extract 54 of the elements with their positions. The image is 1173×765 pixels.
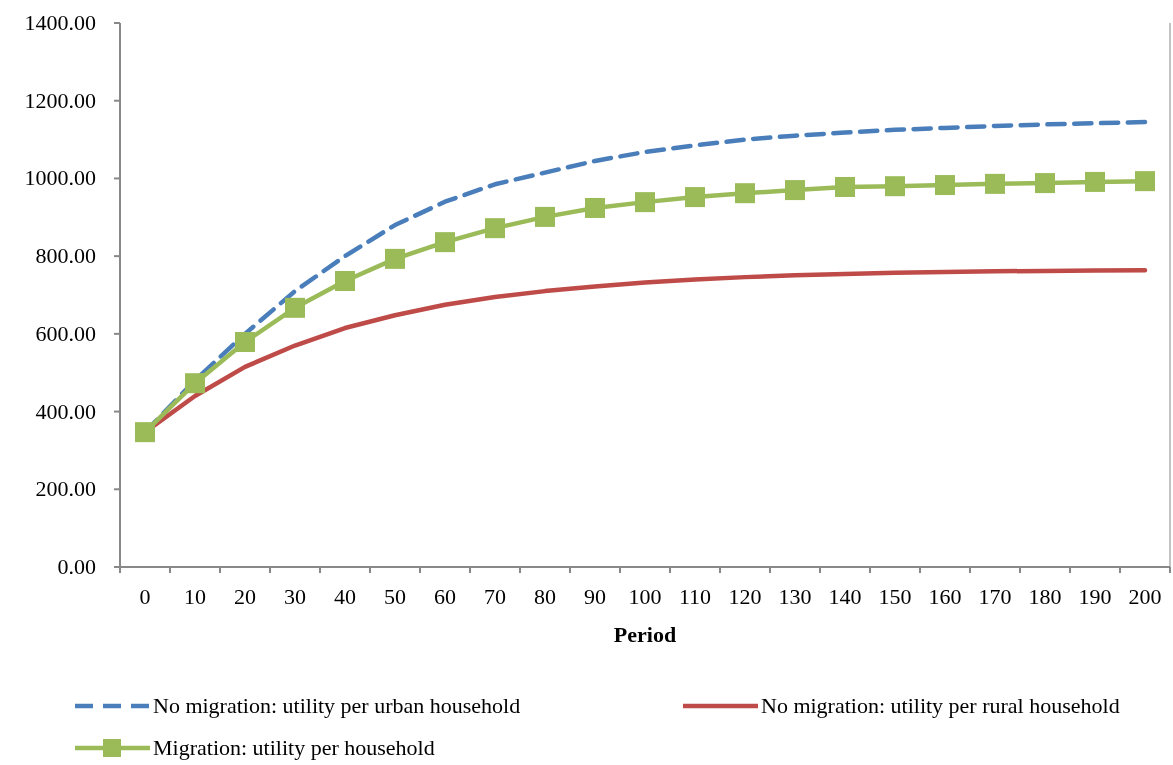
x-tick-label: 160 (928, 584, 962, 609)
x-tick-label: 90 (584, 584, 606, 609)
x-tick-label: 200 (1128, 584, 1162, 609)
x-tick-label: 50 (384, 584, 406, 609)
x-tick-label: 150 (878, 584, 912, 609)
y-tick-label: 1400.00 (24, 10, 96, 35)
legend-label: No migration: utility per urban household (153, 693, 521, 718)
point (485, 218, 505, 239)
point (835, 176, 855, 197)
y-tick-label: 600.00 (35, 320, 96, 346)
x-tick-label: 20 (234, 584, 256, 609)
y-tick-label: 1200.00 (24, 87, 96, 113)
y-tick-label: 0.00 (57, 554, 96, 579)
x-tick-label: 40 (334, 584, 356, 609)
point (735, 183, 755, 204)
point (685, 187, 705, 208)
x-tick-label: 180 (1028, 584, 1062, 609)
x-tick-label: 60 (434, 584, 456, 609)
y-tick-label: 800.00 (35, 243, 96, 269)
y-tick-label: 400.00 (35, 398, 96, 424)
x-tick-label: 110 (678, 584, 712, 609)
point (335, 271, 355, 292)
point (585, 197, 605, 218)
x-tick-label: 140 (828, 584, 862, 609)
point (635, 192, 655, 213)
point (1035, 173, 1055, 194)
x-tick-label: 190 (1078, 584, 1112, 609)
x-tick-label: 80 (534, 584, 556, 609)
point (185, 373, 205, 394)
x-tick-label: 70 (484, 584, 506, 609)
point (935, 175, 955, 196)
x-tick-label: 170 (978, 584, 1012, 609)
point (235, 332, 255, 353)
legend-label: No migration: utility per rural household (761, 693, 1120, 718)
point (1135, 171, 1155, 192)
point (985, 173, 1005, 194)
x-tick-label: 0 (139, 584, 151, 609)
point (535, 206, 555, 227)
point (885, 176, 905, 197)
x-tick-label: 130 (778, 584, 812, 609)
x-tick-label: 100 (628, 584, 662, 609)
point (1085, 171, 1105, 192)
y-tick-label: 200.00 (35, 476, 96, 502)
y-tick-label: 1000.00 (24, 165, 96, 191)
x-tick-label: 30 (284, 584, 306, 609)
point (385, 248, 405, 269)
x-tick-label: 10 (184, 584, 206, 609)
point (435, 232, 455, 253)
point (135, 422, 155, 443)
x-axis-title: Period (613, 622, 677, 647)
x-tick-label: 120 (728, 584, 762, 609)
legend-label: Migration: utility per household (153, 735, 435, 760)
point (285, 297, 305, 318)
point (785, 180, 805, 201)
